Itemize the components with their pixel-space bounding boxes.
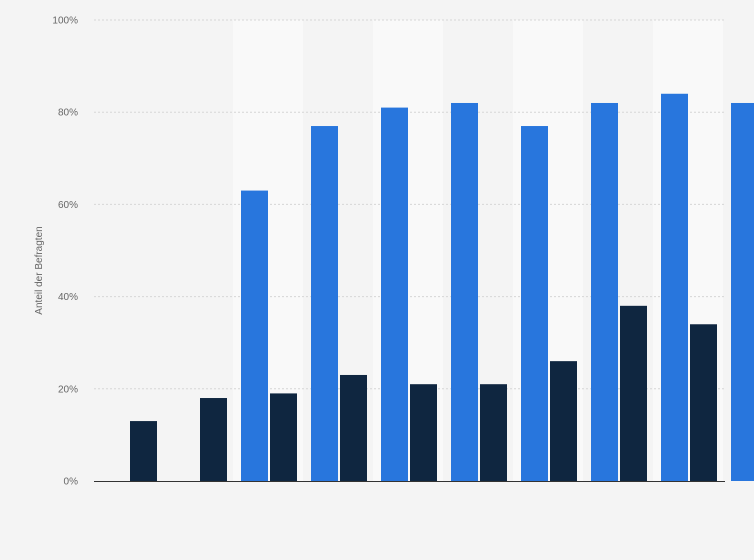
bar: [410, 384, 437, 481]
bar: [661, 93, 688, 481]
bar: [451, 102, 478, 481]
y-tick-label: 100%: [52, 16, 78, 27]
bar: [591, 102, 618, 481]
bar: [130, 421, 157, 481]
y-tick-label: 60%: [58, 200, 78, 211]
bar: [731, 102, 754, 481]
bar: [381, 107, 408, 481]
bar: [521, 126, 548, 481]
gridlines: [94, 19, 725, 390]
y-tick-label: 80%: [58, 108, 78, 119]
y-tick-label: 40%: [58, 292, 78, 303]
bar: [480, 384, 507, 481]
bars: [130, 93, 754, 481]
bar: [241, 190, 268, 481]
bar: [620, 305, 647, 481]
bar: [311, 126, 338, 481]
bar: [690, 324, 717, 481]
y-axis-title: Anteil der Befragten: [34, 226, 45, 314]
bar: [200, 398, 227, 481]
bar: [270, 393, 297, 481]
y-axis-ticks: 0% 20% 40% 60% 80% 100%: [52, 16, 78, 488]
y-tick-label: 20%: [58, 384, 78, 395]
bar: [550, 361, 577, 481]
y-tick-label: 0%: [64, 477, 79, 488]
bar: [340, 374, 367, 481]
